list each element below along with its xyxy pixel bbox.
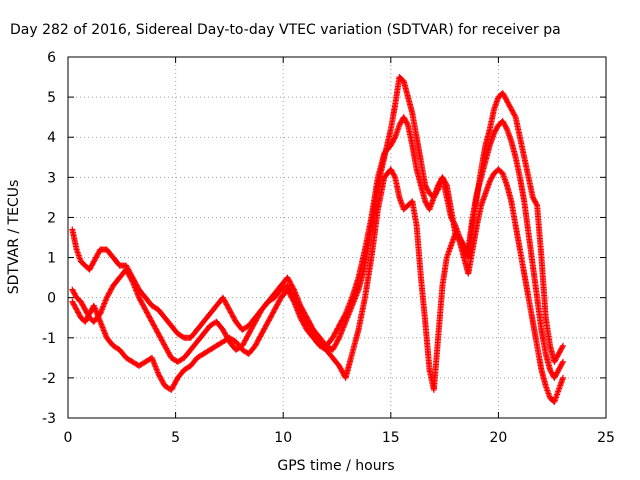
y-tick-label: 3 — [47, 170, 56, 186]
data-point — [559, 360, 566, 367]
y-tick-label: 4 — [47, 130, 56, 146]
data-series-3 — [69, 166, 566, 405]
data-point — [290, 297, 297, 304]
data-point — [533, 201, 540, 208]
axis-ticks: 0 5 10 15 20 25 -3 -2 -1 0 1 2 3 4 5 6 — [42, 50, 615, 446]
x-tick-label: 15 — [382, 430, 400, 446]
data-point — [335, 336, 342, 343]
data-point — [128, 277, 135, 284]
data-series-1 — [69, 74, 566, 365]
x-tick-label: 25 — [597, 430, 615, 446]
y-tick-label: 0 — [47, 291, 56, 307]
y-tick-label: 5 — [47, 90, 56, 106]
chart-title: Day 282 of 2016, Sidereal Day-to-day VTE… — [10, 22, 561, 38]
data-point — [451, 221, 458, 228]
y-tick-label: -2 — [42, 371, 56, 387]
y-axis-label: SDTVAR / TECUs — [6, 180, 22, 295]
y-tick-label: 1 — [47, 251, 56, 267]
data-point — [511, 112, 518, 119]
data-point — [391, 172, 398, 179]
data-point — [503, 124, 510, 131]
x-tick-label: 0 — [64, 430, 73, 446]
x-axis-label: GPS time / hours — [277, 458, 394, 474]
x-tick-label: 5 — [171, 430, 180, 446]
data-point — [391, 135, 398, 142]
y-tick-label: -3 — [42, 411, 56, 427]
data-point — [559, 358, 566, 365]
data-point — [455, 237, 462, 244]
plot-frame — [67, 56, 607, 419]
data-point — [404, 120, 411, 127]
data-series-2 — [69, 114, 566, 381]
x-tick-label: 20 — [489, 430, 507, 446]
y-tick-label: -1 — [42, 331, 56, 347]
data-points — [69, 74, 566, 405]
y-tick-label: 2 — [47, 210, 56, 226]
y-tick-label: 6 — [47, 50, 56, 66]
data-point — [559, 374, 566, 381]
data-point — [559, 342, 566, 349]
data-point — [341, 312, 348, 319]
x-tick-label: 10 — [274, 430, 292, 446]
data-point — [290, 285, 297, 292]
data-point — [559, 344, 566, 351]
